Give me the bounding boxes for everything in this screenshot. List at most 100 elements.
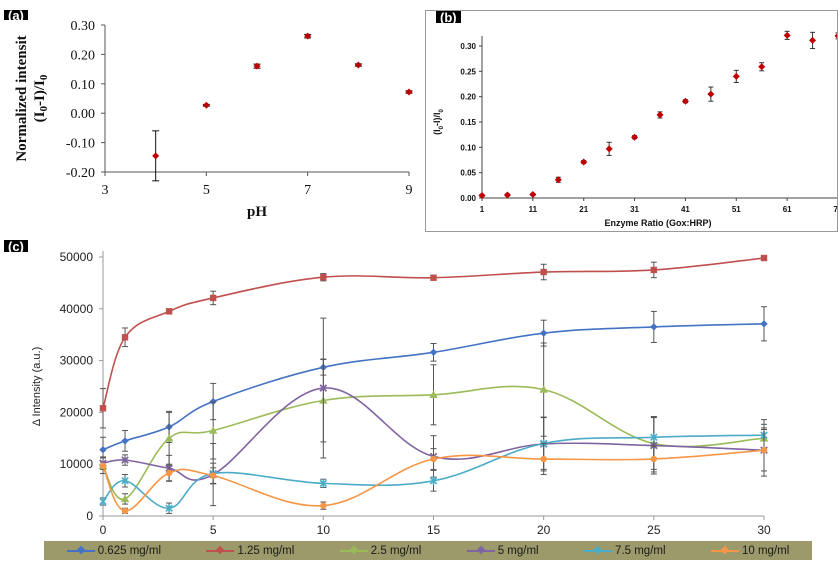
data-point-c [320, 274, 327, 281]
y-axis-label-a-line1: Normalized intensit [14, 35, 30, 161]
chart-a: -0.20 -0.10 0.00 0.10 0.20 0.30 3 5 7 9 pH Normaliz… [14, 19, 413, 220]
x-tick-label-c: 10 [317, 523, 331, 537]
x-tick-label-c: 25 [647, 523, 661, 537]
data-point-c [99, 445, 107, 454]
x-tick-label-b: 1 [480, 205, 485, 214]
x-tick-label-b: 41 [681, 205, 690, 214]
legend-item: 10 mg/ml [710, 545, 789, 557]
data-point-a [253, 62, 261, 70]
chart-b: 0.000.050.100.150.200.250.301 11 21 31 41 51 6… [432, 30, 838, 228]
y-tick-label-b: 0.15 [460, 118, 476, 127]
data-point-c [121, 476, 129, 485]
legend-item: 2.5 mg/ml [339, 544, 422, 557]
data-point-c [760, 447, 768, 454]
y-tick-label-a: -0.20 [66, 166, 95, 181]
data-point-c [165, 504, 173, 513]
data-point-c [209, 472, 217, 479]
data-point-c [319, 479, 328, 488]
data-point-c [209, 294, 217, 302]
x-tick-label-c: 30 [757, 523, 771, 537]
legend-swatch [710, 545, 739, 554]
legend-swatch [339, 545, 368, 554]
series-line-c [102, 434, 765, 510]
data-point-c [99, 497, 107, 506]
data-point-b [681, 97, 689, 105]
x-tick-label-c: 5 [210, 523, 217, 537]
data-point-c [320, 502, 327, 509]
data-point-b [503, 191, 511, 199]
y-tick-label-b: 0.10 [460, 143, 476, 152]
data-point-c [539, 329, 548, 337]
y-tick-label-c: 50000 [60, 250, 94, 264]
panel-a-tag: (a) [4, 10, 28, 20]
y-axis-label-c: Δ Intensity (a.u.) [31, 347, 43, 427]
data-point-a [354, 61, 362, 69]
panel-a: -0.20 -0.10 0.00 0.10 0.20 0.30 3 5 7 9 pH Normaliz… [0, 0, 425, 232]
error-bar-b [835, 32, 838, 40]
data-point-c [164, 434, 174, 442]
data-point-c [121, 334, 129, 341]
legend-label: 7.5 mg/ml [615, 544, 666, 557]
legend-swatch [584, 545, 613, 554]
series-line-c [102, 387, 765, 481]
y-tick-label-a: 0.10 [71, 78, 96, 93]
x-tick-label-a: 7 [304, 183, 311, 198]
panel-c-tag: (c) [4, 240, 28, 252]
data-point-c [760, 320, 768, 328]
legend-swatch [66, 545, 95, 554]
series-line-c [102, 323, 765, 451]
data-point-c [650, 323, 658, 331]
series-line-c [102, 257, 765, 409]
y-tick-label-b: 0.05 [460, 169, 476, 178]
data-point-c [121, 507, 129, 515]
y-tick-label-a: 0.00 [71, 107, 96, 122]
data-point-a [304, 32, 312, 40]
data-point-a [152, 152, 160, 160]
y-tick-label-b: 0.25 [460, 67, 476, 76]
data-point-b [580, 158, 588, 166]
data-point-c [99, 405, 107, 412]
panel-c: 0 10000 20000 30000 40000 50000 0 5 10 15 20 25 30 Δ … [0, 236, 838, 561]
legend-swatch [466, 545, 495, 554]
data-point-b [529, 190, 537, 198]
panel-b-tag: (b) [436, 11, 461, 23]
series-line-c [102, 385, 765, 500]
data-point-c [429, 348, 438, 357]
x-tick-label-b: 61 [783, 205, 792, 214]
legend-item: 7.5 mg/ml [584, 545, 666, 557]
data-point-c [539, 385, 548, 393]
data-point-c [760, 254, 768, 262]
y-tick-label-c: 0 [86, 509, 93, 523]
x-tick-label-a: 3 [102, 183, 109, 198]
y-tick-label-b: 0.20 [460, 93, 476, 102]
x-tick-label-b: 11 [529, 205, 538, 214]
x-tick-label-c: 15 [427, 523, 441, 537]
y-tick-label-b: 0.00 [460, 194, 476, 203]
panel-b: 0.00 0.05 0.10 0.15 0.20 0.25 0.30 1 11 21 31 41 51 6… [425, 10, 838, 232]
data-point-c [165, 469, 173, 477]
x-tick-label-c: 20 [537, 523, 551, 537]
data-point-b [758, 63, 766, 71]
data-point-c [319, 384, 328, 392]
series-line-c [102, 449, 765, 512]
legend-label: 2.5 mg/ml [370, 544, 422, 557]
data-point-a [202, 101, 210, 109]
legend-label: 1.25 mg/ml [237, 544, 295, 557]
data-point-b [809, 36, 817, 44]
x-axis-label-b: Enzyme Ratio (Gox:HRP) [604, 218, 711, 228]
data-point-c [121, 456, 129, 464]
data-point-b [732, 72, 740, 80]
y-tick-label-c: 30000 [60, 354, 94, 368]
x-tick-label-c: 0 [100, 523, 107, 537]
data-point-b [783, 31, 791, 39]
data-point-b [834, 32, 838, 40]
data-point-c [650, 455, 658, 463]
y-tick-label-b: 0.30 [460, 42, 476, 51]
x-tick-label-a: 9 [406, 183, 413, 198]
legend-label: 0.625 mg/ml [97, 544, 161, 557]
data-point-b [707, 90, 715, 98]
data-point-c [430, 455, 437, 463]
data-point-c [540, 455, 547, 463]
data-point-b [605, 145, 613, 153]
legend-item: 1.25 mg/ml [206, 545, 294, 557]
